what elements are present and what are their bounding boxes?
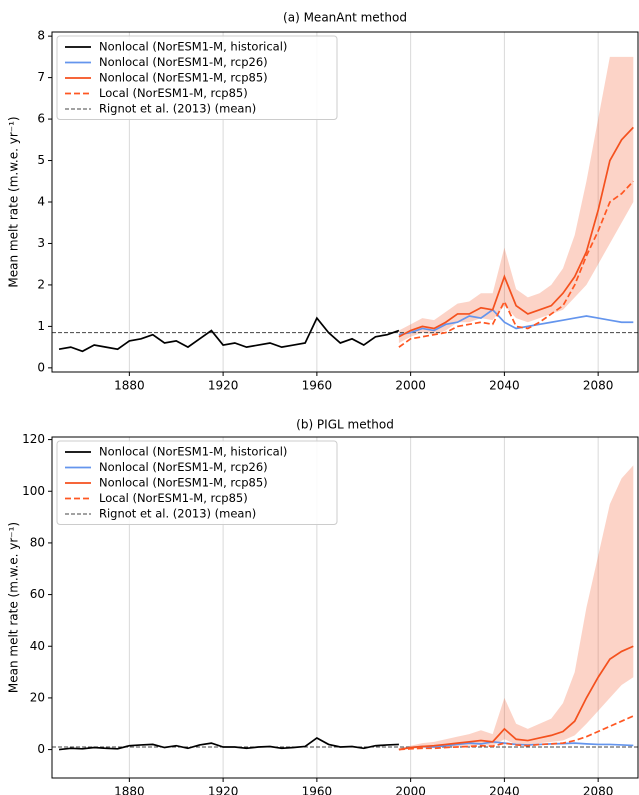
legend: Nonlocal (NorESM1-M, historical)Nonlocal… xyxy=(56,440,338,525)
y-tick-label: 6 xyxy=(37,112,45,126)
x-tick-label: 1880 xyxy=(114,379,145,393)
legend-label: Nonlocal (NorESM1-M, historical) xyxy=(99,40,287,54)
x-tick-label: 1960 xyxy=(302,379,333,393)
x-tick-label: 1960 xyxy=(302,785,333,795)
series-line xyxy=(398,180,634,348)
y-tick-label: 60 xyxy=(30,587,45,601)
legend-label: Nonlocal (NorESM1-M, rcp85) xyxy=(99,71,268,85)
x-tick-label: 1880 xyxy=(114,785,145,795)
x-tick-label: 2000 xyxy=(395,379,426,393)
y-tick-label: 4 xyxy=(37,195,45,209)
series-line xyxy=(58,736,399,751)
legend-label: Local (NorESM1-M, rcp85) xyxy=(99,86,248,100)
uncertainty-band xyxy=(398,56,634,343)
legend: Nonlocal (NorESM1-M, historical)Nonlocal… xyxy=(56,35,338,120)
series-line xyxy=(398,715,634,751)
legend-label: Rignot et al. (2013) (mean) xyxy=(99,102,256,116)
y-tick-label: 120 xyxy=(22,432,45,446)
series-line xyxy=(398,308,634,336)
x-tick-label: 2080 xyxy=(583,379,614,393)
y-tick-label: 8 xyxy=(37,29,45,43)
y-tick-label: 80 xyxy=(30,535,45,549)
legend-label: Rignot et al. (2013) (mean) xyxy=(99,507,256,521)
plot-frame xyxy=(51,31,639,373)
x-tick-label: 2040 xyxy=(489,785,520,795)
x-tick-label: 2080 xyxy=(583,785,614,795)
series-line xyxy=(58,316,400,353)
legend-label: Local (NorESM1-M, rcp85) xyxy=(99,491,248,505)
x-tick-label: 2000 xyxy=(395,785,426,795)
legend-label: Nonlocal (NorESM1-M, rcp85) xyxy=(99,476,268,490)
x-tick-label: 2040 xyxy=(489,379,520,393)
y-tick-label: 40 xyxy=(30,639,45,653)
y-tick-label: 20 xyxy=(30,690,45,704)
y-tick-label: 5 xyxy=(37,153,45,167)
uncertainty-band xyxy=(398,465,634,750)
y-tick-label: 0 xyxy=(37,742,45,756)
x-tick-label: 1920 xyxy=(208,379,239,393)
legend-box xyxy=(56,440,338,525)
legend-label: Nonlocal (NorESM1-M, rcp26) xyxy=(99,55,268,69)
legend-box xyxy=(56,35,338,120)
chart-title: (b) PIGL method xyxy=(296,418,394,432)
series-line xyxy=(398,126,634,338)
chart-title: (a) MeanAnt method xyxy=(283,11,407,25)
legend-label: Nonlocal (NorESM1-M, rcp26) xyxy=(99,460,268,474)
y-tick-label: 2 xyxy=(37,277,45,291)
plot-frame xyxy=(51,436,639,779)
y-axis-label: Mean melt rate (m.w.e. yr⁻¹) xyxy=(7,522,21,693)
y-tick-label: 3 xyxy=(37,236,45,250)
y-tick-label: 7 xyxy=(37,70,45,84)
y-tick-label: 0 xyxy=(37,360,45,374)
y-axis-label: Mean melt rate (m.w.e. yr⁻¹) xyxy=(7,116,21,287)
series-line xyxy=(398,645,634,751)
y-tick-label: 1 xyxy=(37,319,45,333)
legend-label: Nonlocal (NorESM1-M, historical) xyxy=(99,445,287,459)
x-tick-label: 1920 xyxy=(208,785,239,795)
y-tick-label: 100 xyxy=(22,484,45,498)
